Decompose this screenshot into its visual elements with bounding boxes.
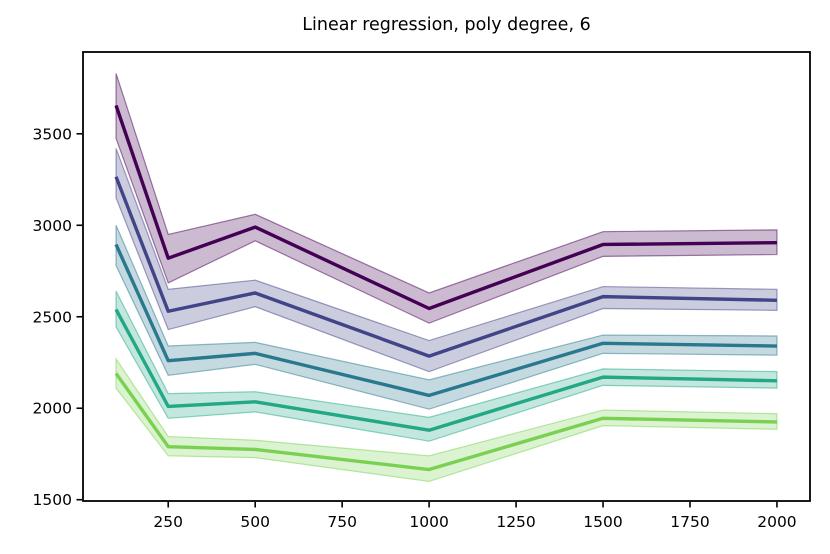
y-tick-label-2000: 2000 [33, 400, 72, 418]
y-tick-label-1500: 1500 [33, 491, 72, 509]
x-tick-label-2000: 2000 [757, 513, 796, 531]
mean-line-series-5-light-green [114, 372, 777, 472]
confidence-band-series-3-teal [115, 225, 778, 410]
confidence-band-series-4-green [115, 290, 778, 442]
mean-line-series-4-green [114, 308, 777, 432]
x-tick-label-1250: 1250 [496, 513, 535, 531]
confidence-band-series-2-indigo [115, 148, 778, 373]
mean-line-series-1-dark-purple [114, 104, 777, 311]
x-tick-label-500: 500 [240, 513, 270, 531]
y-tick-label-2500: 2500 [33, 308, 72, 326]
y-tick-label-3500: 3500 [33, 125, 72, 143]
mean-line-series-2-indigo [114, 176, 777, 358]
chart-title: Linear regression, poly degree, 6 [302, 15, 591, 35]
x-tick-label-250: 250 [153, 513, 183, 531]
x-tick-label-1000: 1000 [409, 513, 448, 531]
confidence-band-series-1-dark-purple [115, 73, 778, 324]
x-tick-label-750: 750 [327, 513, 357, 531]
x-tick-label-1750: 1750 [670, 513, 709, 531]
y-tick-label-3000: 3000 [33, 217, 72, 235]
x-tick-label-1500: 1500 [583, 513, 622, 531]
axes-spines [82, 51, 811, 502]
mean-line-series-3-teal [114, 243, 777, 398]
